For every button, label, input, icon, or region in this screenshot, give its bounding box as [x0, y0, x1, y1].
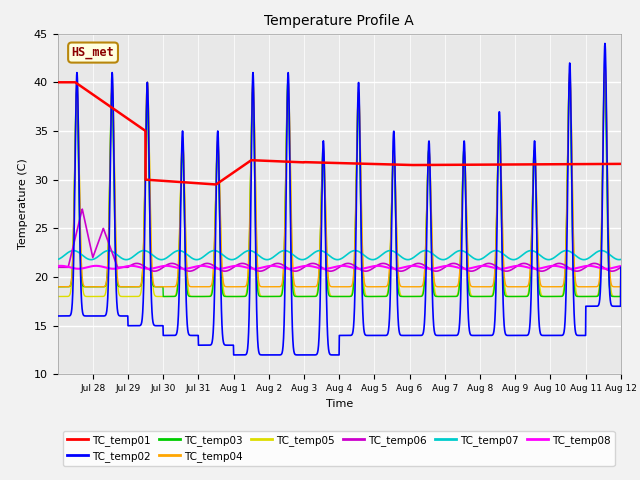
TC_temp06	[54, 264, 61, 270]
TC_temp08	[111, 266, 118, 272]
Legend: TC_temp01, TC_temp02, TC_temp03, TC_temp04, TC_temp05, TC_temp06, TC_temp07, TC_: TC_temp01, TC_temp02, TC_temp03, TC_temp…	[63, 431, 614, 466]
TC_temp05	[541, 294, 548, 300]
TC_temp03	[601, 70, 609, 75]
TC_temp05	[232, 294, 239, 300]
TC_temp08	[54, 263, 61, 269]
TC_temp06	[509, 266, 516, 272]
Y-axis label: Temperature (C): Temperature (C)	[18, 158, 28, 250]
TC_temp01	[609, 161, 617, 167]
TC_temp04	[617, 264, 625, 270]
TC_temp01	[212, 181, 220, 187]
TC_temp01	[232, 168, 239, 174]
TC_temp08	[509, 264, 517, 269]
TC_temp06	[541, 268, 548, 274]
TC_temp01	[373, 161, 381, 167]
TC_temp08	[617, 263, 625, 269]
TC_temp05	[601, 70, 609, 75]
TC_temp07	[541, 255, 548, 261]
TC_temp08	[92, 263, 100, 269]
TC_temp03	[609, 294, 617, 300]
TC_temp07	[373, 255, 381, 261]
TC_temp03	[541, 294, 548, 300]
TC_temp07	[110, 250, 118, 255]
TC_temp04	[509, 284, 516, 289]
Line: TC_temp01: TC_temp01	[58, 82, 621, 184]
TC_temp04	[541, 284, 548, 289]
TC_temp02	[373, 333, 381, 338]
TC_temp08	[232, 263, 240, 269]
TC_temp05	[373, 294, 381, 300]
TC_temp08	[110, 266, 118, 272]
TC_temp03	[617, 264, 625, 270]
TC_temp08	[609, 265, 617, 271]
TC_temp06	[110, 255, 118, 261]
TC_temp02	[509, 333, 516, 338]
TC_temp01	[110, 106, 118, 112]
TC_temp01	[509, 162, 516, 168]
TC_temp06	[232, 263, 239, 269]
TC_temp03	[373, 294, 381, 300]
TC_temp02	[609, 303, 617, 309]
TC_temp04	[601, 60, 609, 66]
TC_temp03	[232, 294, 239, 300]
Line: TC_temp07: TC_temp07	[58, 251, 621, 260]
TC_temp08	[374, 263, 381, 269]
Title: Temperature Profile A: Temperature Profile A	[264, 14, 414, 28]
TC_temp01	[541, 161, 548, 167]
TC_temp02	[230, 352, 237, 358]
TC_temp07	[609, 254, 617, 260]
TC_temp05	[609, 293, 617, 299]
Line: TC_temp06: TC_temp06	[58, 209, 621, 271]
TC_temp05	[617, 264, 625, 270]
TC_temp01	[617, 161, 625, 167]
TC_temp07	[54, 257, 61, 263]
TC_temp06	[79, 206, 86, 212]
TC_temp05	[509, 294, 516, 300]
TC_temp03	[509, 294, 516, 300]
TC_temp05	[110, 131, 118, 136]
TC_temp04	[609, 284, 617, 289]
TC_temp05	[54, 294, 61, 300]
TC_temp07	[617, 257, 625, 263]
TC_temp04	[110, 135, 118, 141]
TC_temp03	[110, 172, 118, 178]
TC_temp02	[617, 264, 625, 270]
TC_temp04	[54, 284, 61, 289]
TC_temp06	[373, 263, 381, 268]
Line: TC_temp03: TC_temp03	[58, 72, 621, 297]
TC_temp07	[232, 256, 239, 262]
Line: TC_temp02: TC_temp02	[58, 44, 621, 355]
Line: TC_temp08: TC_temp08	[58, 266, 621, 269]
TC_temp02	[232, 352, 239, 358]
Text: HS_met: HS_met	[72, 46, 115, 59]
TC_temp08	[541, 264, 549, 270]
TC_temp02	[54, 313, 61, 319]
Line: TC_temp05: TC_temp05	[58, 72, 621, 297]
TC_temp04	[373, 284, 381, 289]
TC_temp06	[609, 268, 617, 274]
TC_temp03	[54, 284, 61, 289]
TC_temp01	[54, 79, 61, 85]
TC_temp02	[110, 146, 118, 152]
Line: TC_temp04: TC_temp04	[58, 63, 621, 287]
TC_temp06	[617, 264, 625, 270]
TC_temp07	[598, 248, 605, 253]
TC_temp02	[541, 333, 548, 338]
TC_temp02	[601, 41, 609, 47]
X-axis label: Time: Time	[326, 399, 353, 408]
TC_temp07	[509, 257, 516, 263]
TC_temp07	[580, 257, 588, 263]
TC_temp03	[159, 294, 167, 300]
TC_temp04	[232, 284, 239, 289]
TC_temp06	[608, 268, 616, 274]
